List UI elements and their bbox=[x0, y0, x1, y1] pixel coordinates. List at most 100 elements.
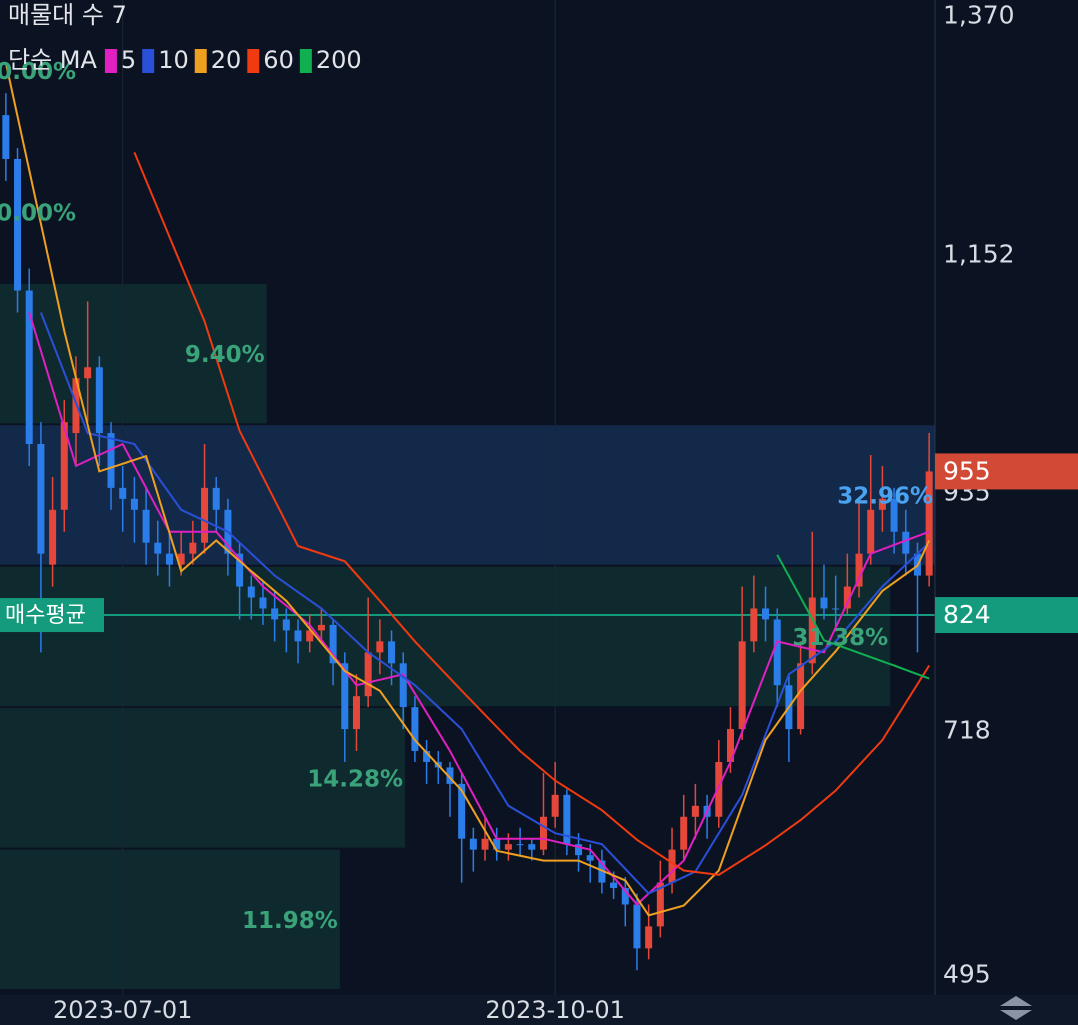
scroll-icon bbox=[1000, 996, 1032, 1020]
candle-body bbox=[773, 619, 781, 686]
candle-body bbox=[504, 844, 512, 850]
candle-body bbox=[364, 652, 372, 697]
candle-body bbox=[37, 444, 45, 554]
profile-label: 11.98% bbox=[242, 908, 338, 934]
chart-title: 매물대 수 7 bbox=[8, 1, 127, 29]
profile-bar bbox=[0, 283, 267, 424]
candle-body bbox=[762, 608, 770, 620]
legend-label: 20 bbox=[211, 46, 242, 74]
legend-label: 10 bbox=[158, 46, 189, 74]
candle-body bbox=[236, 553, 244, 587]
candle-body bbox=[142, 509, 150, 543]
candle-body bbox=[84, 367, 92, 379]
legend-swatch bbox=[104, 49, 117, 73]
moving-averages bbox=[4, 62, 931, 917]
legend-swatch bbox=[247, 49, 260, 73]
profile-label: 0.00% bbox=[0, 59, 76, 85]
profile-label: 9.40% bbox=[185, 342, 265, 368]
candle-body bbox=[247, 586, 255, 598]
candle-body bbox=[411, 707, 419, 751]
candle-body bbox=[645, 926, 653, 949]
candle-body bbox=[668, 849, 676, 883]
candle-body bbox=[352, 696, 360, 730]
last-price-value: 955 bbox=[943, 456, 991, 485]
candle-body bbox=[481, 838, 489, 850]
candle-body bbox=[130, 498, 138, 510]
legend-label: 60 bbox=[263, 46, 294, 74]
candle-body bbox=[376, 641, 384, 653]
candle-body bbox=[820, 597, 828, 609]
candle-body bbox=[598, 860, 606, 883]
candle-body bbox=[388, 641, 396, 664]
candle-body bbox=[855, 553, 863, 587]
candle-body bbox=[329, 624, 337, 664]
candle-body bbox=[271, 608, 279, 620]
icon-down bbox=[1000, 1010, 1032, 1020]
y-tick-label: 495 bbox=[943, 960, 991, 989]
profile-label: 0.00% bbox=[0, 201, 76, 227]
candle-body bbox=[925, 471, 933, 576]
candle-body bbox=[306, 630, 314, 642]
candle-body bbox=[189, 542, 197, 554]
ma-line bbox=[133, 152, 931, 876]
avg-price-tag bbox=[935, 597, 1078, 634]
legend-swatch bbox=[194, 49, 207, 73]
candle-body bbox=[867, 509, 875, 554]
avg-price-value: 824 bbox=[943, 600, 991, 629]
candle-body bbox=[493, 838, 501, 850]
x-axis-bar bbox=[0, 995, 1078, 1025]
candle-body bbox=[212, 487, 220, 510]
candle-body bbox=[563, 794, 571, 845]
candle-body bbox=[516, 844, 524, 846]
ma-line bbox=[776, 554, 930, 680]
candle-body bbox=[259, 597, 267, 609]
candle-body bbox=[72, 378, 80, 434]
candle-body bbox=[750, 608, 758, 642]
candle-body bbox=[317, 624, 325, 631]
profile-label: 32.96% bbox=[837, 484, 933, 510]
legend-swatch bbox=[299, 49, 312, 73]
x-tick-label: 2023-10-01 bbox=[485, 996, 624, 1024]
candle-body bbox=[715, 761, 723, 817]
candle-body bbox=[423, 750, 431, 762]
legend-title: 단순 MA bbox=[8, 46, 97, 74]
candle-body bbox=[680, 816, 688, 850]
candle-body bbox=[878, 498, 886, 510]
profile-bar bbox=[0, 708, 406, 848]
profile-labels: 11.98% 14.28% 31.38% 32.96% 9.40% 0.00% 0.00% bbox=[0, 59, 933, 934]
profile-label: 31.38% bbox=[792, 625, 888, 651]
candle-body bbox=[201, 487, 209, 543]
candle-body bbox=[528, 844, 536, 850]
candle-body bbox=[902, 531, 910, 554]
candle-body bbox=[294, 630, 302, 642]
candle-body bbox=[341, 663, 349, 730]
candle-body bbox=[14, 158, 22, 291]
candle-body bbox=[551, 794, 559, 817]
candle-body bbox=[633, 904, 641, 949]
candle-body bbox=[621, 888, 629, 905]
ma-line bbox=[39, 312, 930, 895]
ma-line bbox=[28, 312, 930, 906]
candle-body bbox=[25, 290, 33, 445]
avg-price-label: 매수평균 bbox=[5, 603, 86, 628]
candle-body bbox=[49, 509, 57, 565]
candle-body bbox=[797, 663, 805, 730]
ma-line bbox=[4, 62, 931, 917]
candle-body bbox=[691, 805, 699, 817]
candle-body bbox=[177, 553, 185, 565]
candle-body bbox=[726, 729, 734, 762]
candle-body bbox=[399, 663, 407, 708]
profile-bar bbox=[0, 849, 340, 989]
avg-price-label-box bbox=[0, 598, 104, 633]
legend-label: 5 bbox=[121, 46, 136, 74]
last-price-tag bbox=[935, 453, 1078, 490]
candle-body bbox=[2, 115, 10, 159]
y-tick-label: 718 bbox=[943, 715, 991, 744]
candle-body bbox=[890, 498, 898, 532]
candle-body bbox=[586, 855, 594, 861]
profile-label: 14.28% bbox=[307, 766, 403, 792]
candle-body bbox=[539, 816, 547, 850]
y-tick-label: 1,152 bbox=[943, 239, 1015, 268]
